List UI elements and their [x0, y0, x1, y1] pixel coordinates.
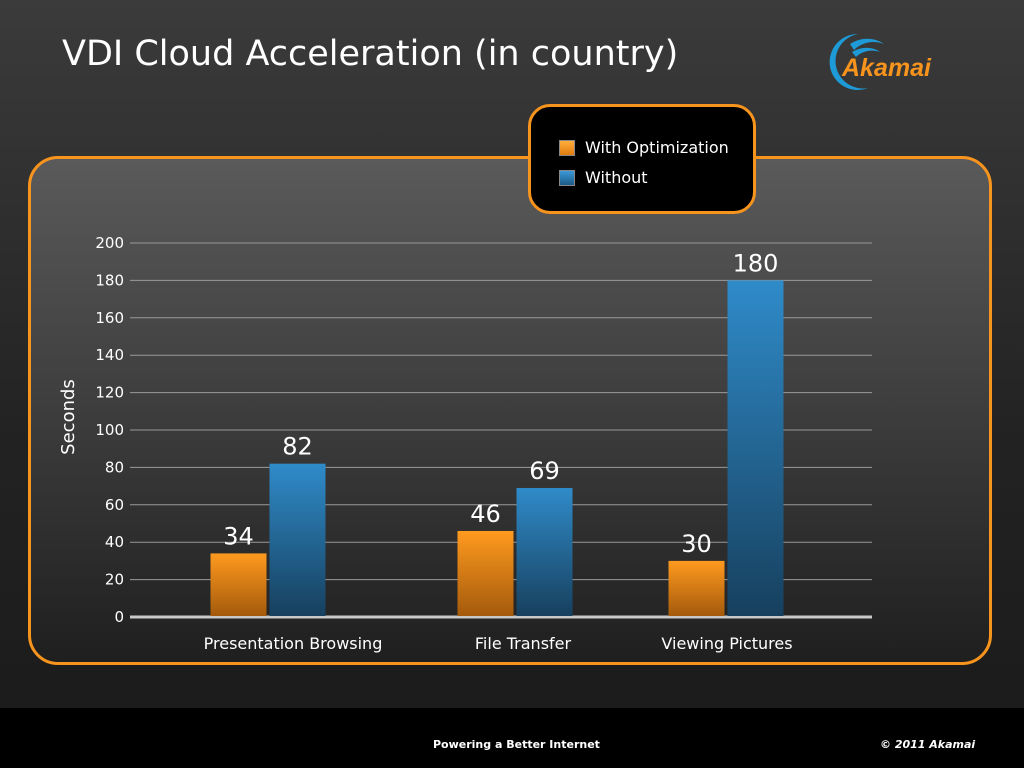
legend-swatch-blue — [559, 169, 575, 186]
footer-tagline: Powering a Better Internet — [433, 738, 600, 751]
legend-item-without: Without — [559, 168, 648, 187]
chart-legend: With Optimization Without — [528, 104, 756, 214]
bar-with-optimization — [457, 530, 514, 616]
y-tick-label: 100 — [95, 421, 124, 439]
legend-swatch-orange — [559, 139, 575, 156]
y-tick-label: 20 — [105, 571, 124, 589]
logo-wordmark: Akamai — [842, 54, 931, 82]
y-tick-label: 60 — [105, 496, 124, 514]
legend-label: Without — [585, 168, 648, 187]
footer-bar: Powering a Better Internet © 2011 Akamai — [0, 708, 1024, 768]
slide-title: VDI Cloud Acceleration (in country) — [62, 34, 679, 74]
y-tick-label: 180 — [95, 271, 124, 289]
y-tick-label: 0 — [114, 608, 124, 626]
data-label: 82 — [282, 433, 313, 461]
x-tick-label: Viewing Pictures — [661, 634, 792, 653]
y-tick-label: 160 — [95, 309, 124, 327]
bar-without — [269, 463, 326, 616]
legend-label: With Optimization — [585, 138, 729, 157]
data-label: 180 — [733, 249, 779, 277]
y-tick-label: 200 — [95, 234, 124, 252]
y-tick-label: 120 — [95, 384, 124, 402]
y-tick-label: 140 — [95, 346, 124, 364]
bar-with-optimization — [210, 553, 267, 616]
data-label: 34 — [223, 522, 254, 550]
akamai-logo-icon — [829, 33, 884, 90]
y-tick-label: 80 — [105, 458, 124, 476]
y-tick-label: 40 — [105, 533, 124, 551]
bar-without — [727, 280, 784, 616]
data-label: 46 — [470, 500, 501, 528]
legend-item-with-optimization: With Optimization — [559, 138, 729, 157]
bar-with-optimization — [668, 560, 725, 616]
footer-copyright: © 2011 Akamai — [880, 738, 976, 751]
data-label: 69 — [529, 457, 560, 485]
y-axis-label: Seconds — [58, 379, 79, 455]
x-tick-label: File Transfer — [475, 634, 572, 653]
bar-without — [516, 487, 573, 616]
data-label: 30 — [681, 530, 712, 558]
x-tick-label: Presentation Browsing — [204, 634, 383, 653]
bar-chart: 0 20 40 60 80 100 120 140 160 180 200 Seconds 34 82 Pr… — [58, 234, 872, 653]
